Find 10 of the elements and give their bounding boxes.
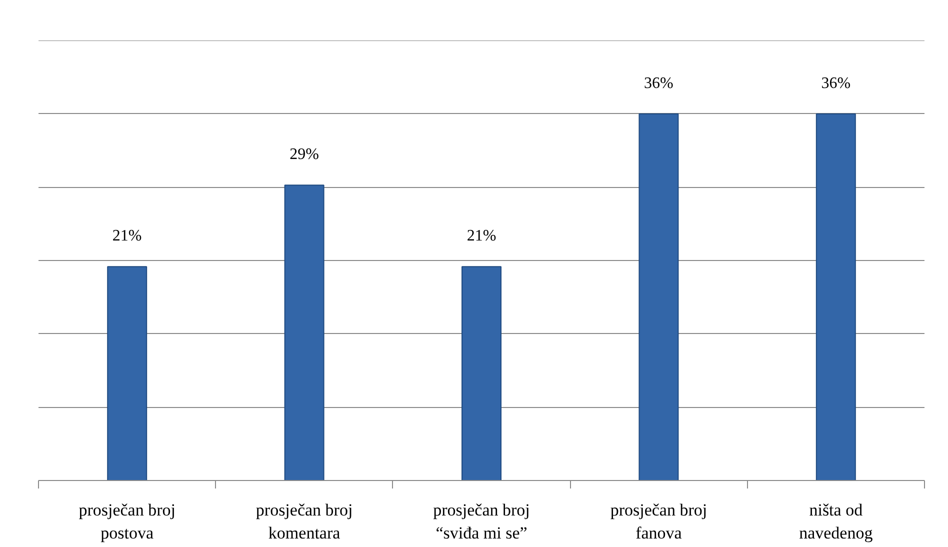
data-label: 21% — [466, 228, 496, 245]
data-label: 21% — [112, 228, 142, 245]
data-label: 36% — [644, 74, 674, 92]
x-tick-label: ništa od navedenog — [799, 500, 874, 542]
data-label: 29% — [290, 146, 319, 164]
x-tick-label: prosječan broj fanova — [610, 500, 708, 542]
data-label: 36% — [821, 74, 851, 92]
x-tick-label: prosječan broj postova — [78, 500, 176, 542]
x-tick-label: prosječan broj komentara — [256, 500, 353, 542]
x-tick-label: prosječan broj “sviđa mi se” — [433, 500, 530, 542]
